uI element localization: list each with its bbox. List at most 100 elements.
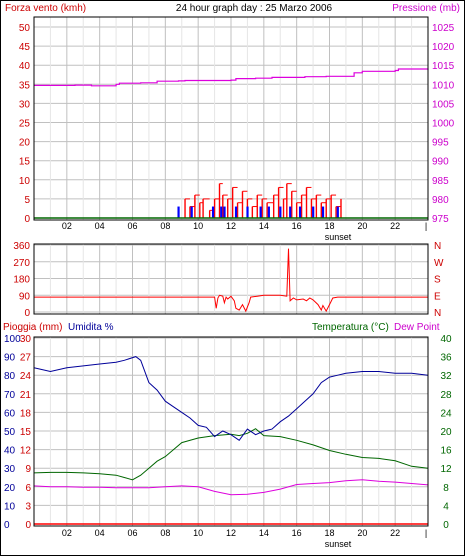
x-tick-label: 08: [160, 221, 170, 231]
compass-tick-label: S: [434, 275, 441, 286]
x-tick-label: 06: [127, 528, 137, 538]
x-tick-label: 04: [95, 221, 105, 231]
wind-tick-label: 0: [24, 214, 30, 225]
wind-avg-bar: [190, 206, 193, 218]
humidity-panel-grid: [34, 337, 428, 526]
pressure-tick-label: 1005: [432, 99, 455, 110]
wind-avg-bar: [211, 206, 215, 218]
x-tick-label: 16: [292, 528, 302, 538]
wind-avg-bar: [312, 206, 315, 218]
humidity-axis-title: Umidita %: [68, 322, 114, 333]
x-tick-label: 20: [357, 528, 367, 538]
x-tick-label: 18: [324, 528, 334, 538]
pressure-tick-label: 985: [432, 176, 449, 187]
x-tick-label: 02: [62, 221, 72, 231]
humidity-panel-frame: [33, 336, 429, 527]
x-tick-label: 04: [95, 528, 105, 538]
direction-panel-frame: [33, 243, 429, 315]
direction-tick-label: 90: [19, 291, 31, 302]
wind-avg-bar: [279, 206, 282, 218]
x-tick-label: 06: [127, 221, 137, 231]
compass-tick-label: W: [434, 258, 444, 269]
pressure-tick-label: 1015: [432, 61, 455, 72]
rain-tick-label: 9: [25, 464, 31, 475]
dewpoint-axis-title: Dew Point: [394, 322, 440, 333]
humidity-tick-label: 80: [4, 371, 16, 382]
pressure-line: [34, 68, 429, 87]
x-tick-label: 14: [259, 528, 269, 538]
humidity-tick-label: 70: [4, 390, 16, 401]
wind-avg-bar: [246, 206, 249, 218]
pressure-tick-label: 1010: [432, 80, 455, 91]
wind-tick-label: 15: [19, 157, 31, 168]
humidity-tick-label: 30: [4, 464, 16, 475]
wind-avg-bar: [289, 206, 292, 218]
x-tick-label: 08: [160, 528, 170, 538]
direction-line: [34, 248, 428, 313]
wind-avg-bar: [220, 206, 223, 218]
temperature-tick-label: 12: [440, 464, 452, 475]
temperature-tick-label: 0: [443, 520, 449, 531]
wind-tick-label: 35: [19, 80, 31, 91]
humidity-tick-label: 50: [4, 427, 16, 438]
temperature-tick-label: 16: [440, 446, 452, 457]
rain-tick-label: 0: [25, 520, 31, 531]
rain-tick-label: 27: [20, 353, 32, 364]
rain-tick-label: 15: [20, 427, 32, 438]
direction-panel-grid: [34, 244, 428, 314]
direction-tick-label: 360: [13, 241, 30, 252]
wind-avg-bar: [267, 206, 270, 218]
x-tick-label: 02: [62, 528, 72, 538]
pressure-tick-label: 1020: [432, 42, 455, 53]
pressure-tick-label: 975: [432, 214, 449, 225]
compass-tick-label: N: [434, 308, 441, 319]
x-tick-label: 22: [390, 528, 400, 538]
x-tick-label: 10: [193, 528, 203, 538]
wind-tick-label: 10: [19, 176, 31, 187]
temperature-axis-title: Temperatura (°C): [312, 322, 389, 333]
x-tick-label: |: [425, 528, 427, 538]
humidity-tick-label: 0: [4, 520, 10, 531]
wind-avg-bar: [259, 206, 262, 218]
direction-panel-series: [34, 248, 428, 313]
x-tick-label: 20: [357, 221, 367, 231]
wind-avg-bar: [234, 206, 238, 218]
direction-tick-label: 270: [13, 258, 30, 269]
pressure-tick-label: 980: [432, 195, 449, 206]
humidity-tick-label: 60: [4, 408, 16, 419]
rain-tick-label: 18: [20, 408, 32, 419]
chart-title: 24 hour graph day : 25 Marzo 2006: [176, 3, 333, 14]
pressure-tick-label: 990: [432, 157, 449, 168]
sunset-label-bottom: sunset: [325, 539, 352, 549]
dewpoint-line: [33, 479, 429, 496]
sunset-label-top: sunset: [325, 232, 352, 242]
wind-panel-ticks: 0510152025303540455097598098599099510001…: [19, 23, 455, 231]
humidity-tick-label: 10: [4, 501, 16, 512]
temperature-line: [33, 428, 429, 481]
wind-tick-label: 30: [19, 99, 31, 110]
temperature-tick-label: 36: [440, 353, 452, 364]
humidity-tick-label: 100: [4, 334, 21, 345]
compass-tick-label: E: [434, 291, 441, 302]
wind-tick-label: 5: [24, 195, 30, 206]
pressure-tick-label: 1025: [432, 23, 455, 34]
x-tick-label: 14: [259, 221, 269, 231]
wind-panel-frame: [33, 16, 429, 221]
humidity-tick-label: 20: [4, 483, 16, 494]
wind-panel-grid: [34, 17, 428, 220]
wind-tick-label: 45: [19, 42, 31, 53]
pressure-tick-label: 995: [432, 138, 449, 149]
wind-tick-label: 20: [19, 138, 31, 149]
direction-tick-label: 180: [13, 275, 30, 286]
humidity-tick-label: 90: [4, 353, 16, 364]
humidity-panel-series: [33, 356, 429, 525]
temperature-tick-label: 8: [443, 483, 449, 494]
humidity-tick-label: 40: [4, 446, 16, 457]
rain-tick-label: 3: [25, 501, 31, 512]
rain-tick-label: 24: [20, 371, 32, 382]
x-tick-label: 18: [324, 221, 334, 231]
rain-tick-label: 30: [20, 334, 32, 345]
